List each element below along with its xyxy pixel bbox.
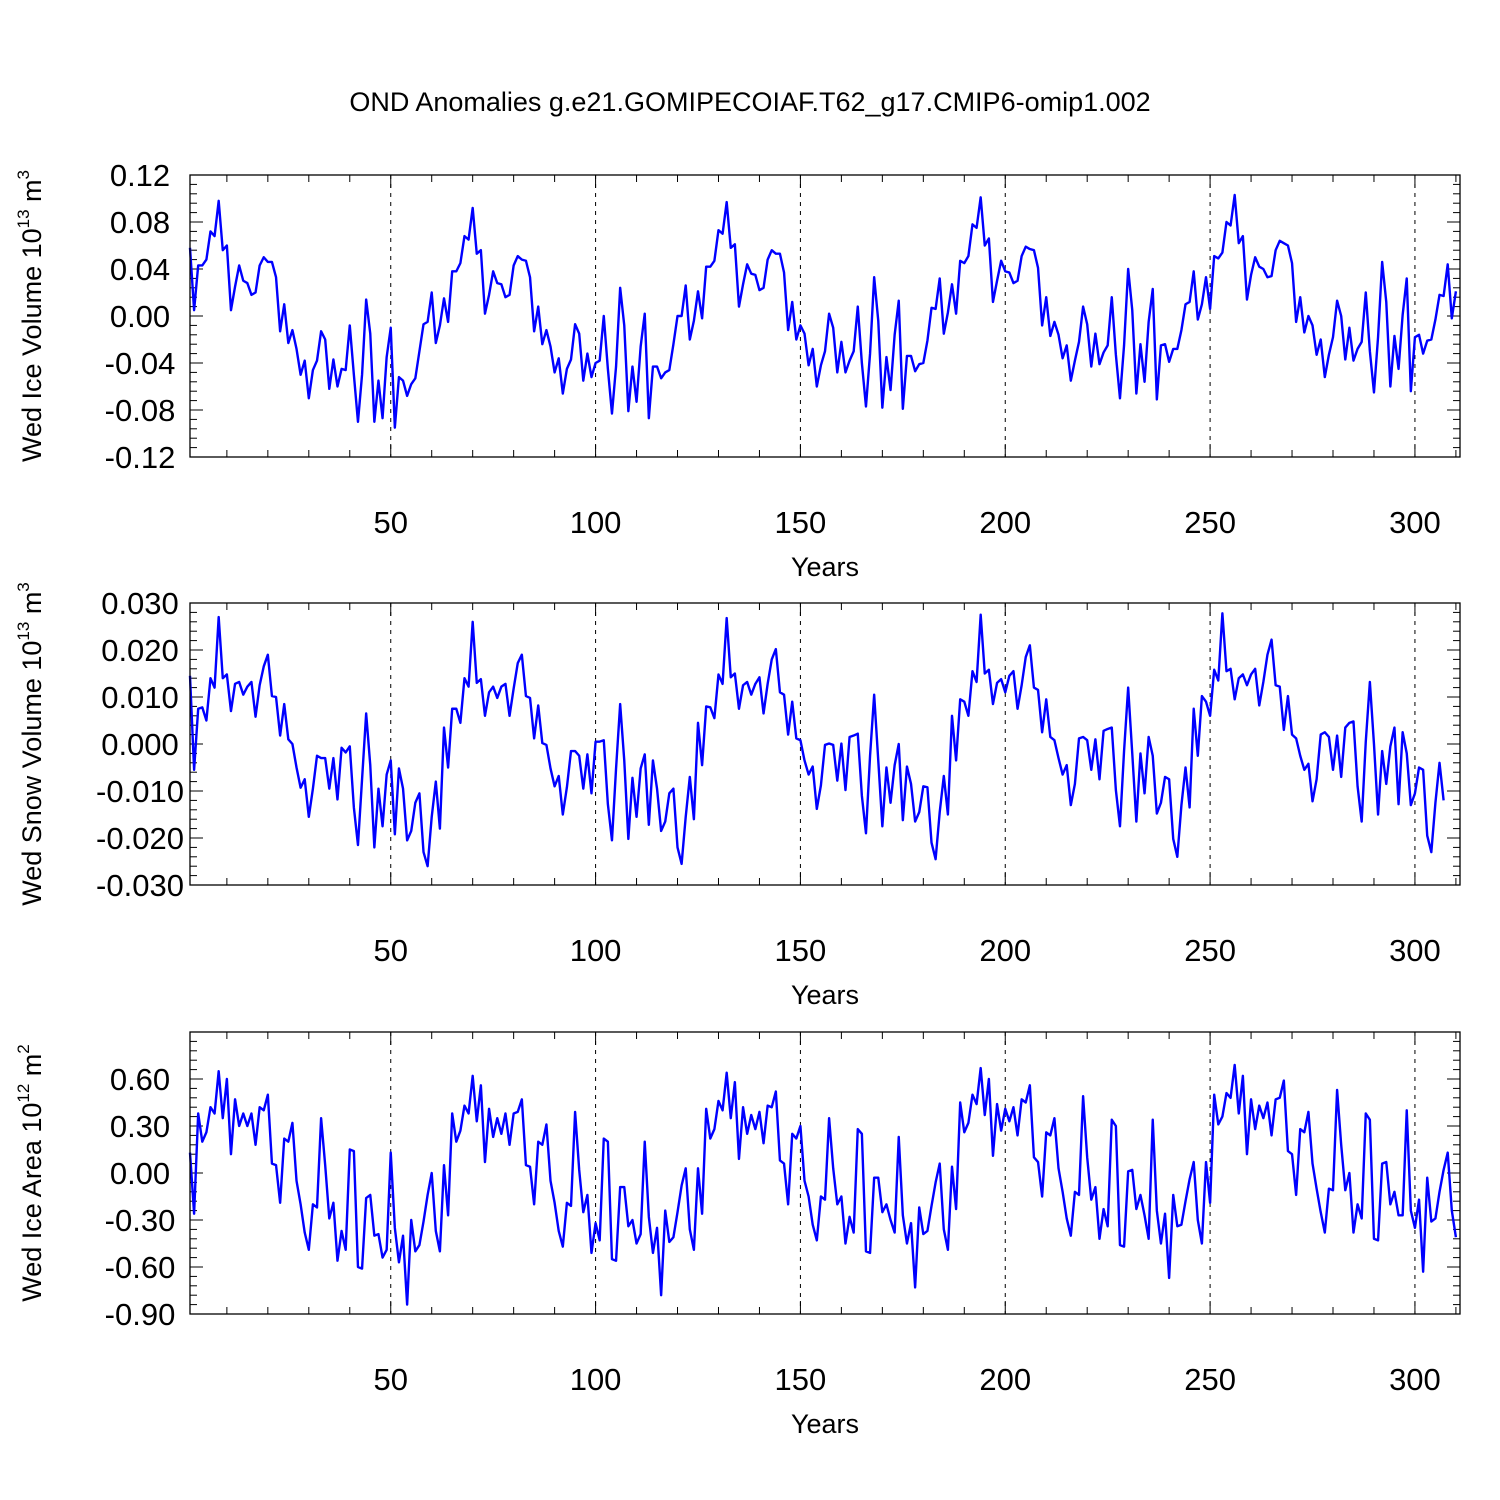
y-tick-label: 0.000 bbox=[101, 727, 179, 762]
y-tick-label: 0.020 bbox=[101, 633, 179, 668]
y-tick-label: -0.30 bbox=[105, 1203, 176, 1238]
y-tick-label: -0.08 bbox=[105, 393, 176, 428]
y-tick-label: 0.12 bbox=[110, 158, 170, 193]
y-axis-label-part: 3 bbox=[14, 170, 33, 179]
y-tick-label: -0.60 bbox=[105, 1250, 176, 1285]
plot-frame bbox=[189, 174, 1461, 458]
x-tick-label: 150 bbox=[775, 933, 827, 968]
y-axis-label-part: 2 bbox=[14, 1044, 33, 1053]
x-tick-label: 100 bbox=[570, 933, 622, 968]
chart-panel-1: -0.12 -0.08 -0.04 0.00 0.04 0.08 0.12 50 100 150 2… bbox=[14, 158, 1461, 582]
y-tick-label: 0.00 bbox=[110, 1156, 170, 1191]
x-tick-label: 200 bbox=[979, 505, 1031, 540]
chart-panel-3: -0.90 -0.60 -0.30 0.00 0.30 0.60 50 100 150 200 25… bbox=[14, 1031, 1461, 1439]
y-tick-label: 0.00 bbox=[110, 299, 170, 334]
figure-title: OND Anomalies g.e21.GOMIPECOIAF.T62_g17.… bbox=[349, 87, 1150, 117]
x-tick-label: 250 bbox=[1184, 933, 1236, 968]
y-tick-label: -0.90 bbox=[105, 1297, 176, 1332]
series-line bbox=[188, 612, 1445, 868]
y-axis-label-part: 13 bbox=[14, 622, 33, 641]
chart-panel-2: -0.030 -0.020 -0.010 0.000 0.010 0.020 0.030 50… bbox=[14, 582, 1461, 1010]
y-axis-label: Wed Ice Area 1012 m2 bbox=[14, 1044, 47, 1302]
y-tick-label: -0.04 bbox=[105, 346, 176, 381]
y-axis-label-part: 12 bbox=[14, 1084, 33, 1103]
x-tick-label: 50 bbox=[373, 933, 407, 968]
y-axis-label-part: 13 bbox=[14, 209, 33, 228]
y-axis-label-part: m bbox=[17, 179, 47, 209]
x-tick-label: 300 bbox=[1389, 933, 1441, 968]
x-tick-label: 100 bbox=[570, 505, 622, 540]
x-tick-label: 200 bbox=[979, 933, 1031, 968]
y-axis-label-part: m bbox=[17, 592, 47, 622]
x-axis-label: Years bbox=[791, 980, 859, 1010]
y-tick-label: 0.30 bbox=[110, 1109, 170, 1144]
y-tick-label: 0.08 bbox=[110, 205, 170, 240]
x-tick-label: 300 bbox=[1389, 1362, 1441, 1397]
series-line bbox=[188, 1063, 1458, 1306]
x-tick-label: 150 bbox=[775, 1362, 827, 1397]
y-tick-label: -0.010 bbox=[96, 774, 184, 809]
y-axis-label-part: m bbox=[17, 1054, 47, 1084]
plot-frame bbox=[189, 1031, 1461, 1315]
x-tick-label: 50 bbox=[373, 1362, 407, 1397]
y-axis-label-part: Wed Ice Volume 10 bbox=[17, 228, 47, 462]
x-tick-label: 300 bbox=[1389, 505, 1441, 540]
x-axis-label: Years bbox=[791, 1409, 859, 1439]
y-tick-label: 0.04 bbox=[110, 252, 170, 287]
y-axis-label: Wed Ice Volume 1013 m3 bbox=[14, 170, 47, 462]
y-tick-label: -0.12 bbox=[105, 440, 176, 475]
y-tick-label: 0.010 bbox=[101, 680, 179, 715]
y-tick-label: 0.030 bbox=[101, 586, 179, 621]
x-tick-label: 100 bbox=[570, 1362, 622, 1397]
chart-panels: -0.12 -0.08 -0.04 0.00 0.04 0.08 0.12 50 100 150 2… bbox=[14, 158, 1461, 1439]
series-line bbox=[188, 193, 1458, 429]
x-tick-label: 200 bbox=[979, 1362, 1031, 1397]
x-tick-label: 150 bbox=[775, 505, 827, 540]
y-axis-label-part: Wed Ice Area 10 bbox=[17, 1103, 47, 1302]
y-axis-label-part: 3 bbox=[14, 582, 33, 591]
y-tick-label: -0.020 bbox=[96, 821, 184, 856]
x-tick-label: 250 bbox=[1184, 1362, 1236, 1397]
x-tick-label: 50 bbox=[373, 505, 407, 540]
plot-frame bbox=[189, 602, 1461, 886]
x-tick-label: 250 bbox=[1184, 505, 1236, 540]
y-axis-label: Wed Snow Volume 1013 m3 bbox=[14, 582, 47, 906]
y-tick-label: 0.60 bbox=[110, 1062, 170, 1097]
y-tick-label: -0.030 bbox=[96, 868, 184, 903]
y-axis-label-part: Wed Snow Volume 10 bbox=[17, 641, 47, 906]
x-axis-label: Years bbox=[791, 552, 859, 582]
